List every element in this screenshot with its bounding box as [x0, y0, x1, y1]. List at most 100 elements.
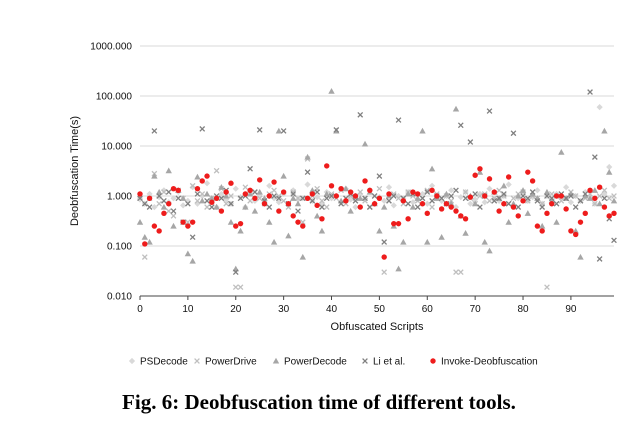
point-invoke-deobfuscation	[146, 195, 153, 201]
point-invoke-deobfuscation	[357, 204, 363, 210]
series-invoke-deobfuscation	[137, 163, 617, 260]
point-li-et-al	[141, 200, 148, 207]
point-powerdecode	[596, 200, 603, 207]
point-invoke-deobfuscation	[247, 187, 253, 194]
point-li-et-al	[548, 195, 555, 202]
point-li-et-al	[395, 117, 402, 123]
point-invoke-deobfuscation	[400, 198, 407, 204]
point-li-et-al	[419, 195, 426, 202]
point-powerdecode	[270, 238, 278, 245]
point-li-et-al	[328, 193, 335, 199]
point-powerdrive	[141, 254, 148, 260]
point-psdecode	[314, 194, 321, 201]
point-invoke-deobfuscation	[510, 204, 517, 210]
point-invoke-deobfuscation	[477, 166, 483, 172]
point-powerdecode	[414, 195, 421, 201]
legend-item-powerdecode: PowerDecode	[272, 357, 347, 368]
point-powerdecode	[529, 190, 536, 197]
point-invoke-deobfuscation	[204, 173, 210, 179]
point-invoke-deobfuscation	[544, 210, 550, 217]
point-powerdrive	[204, 204, 210, 210]
y-tick-label: 10.000	[101, 142, 132, 153]
point-powerdecode	[256, 188, 263, 195]
point-powerdecode	[481, 238, 488, 245]
point-invoke-deobfuscation	[443, 201, 450, 207]
point-invoke-deobfuscation	[606, 213, 612, 219]
point-li-et-al	[146, 204, 153, 210]
point-powerdecode	[428, 165, 436, 172]
point-psdecode	[476, 190, 484, 198]
point-powerdecode	[376, 227, 383, 234]
point-li-et-al	[275, 195, 282, 202]
point-li-et-al	[544, 193, 550, 199]
y-tick-labels: 0.010 0.100 1.000 10.000 100.000 1000.000	[90, 42, 132, 303]
point-powerdrive	[165, 208, 172, 214]
y-tick-label: 100.000	[96, 92, 133, 103]
point-li-et-al	[577, 197, 584, 204]
point-invoke-deobfuscation	[228, 180, 234, 186]
point-li-et-al	[271, 193, 277, 199]
point-powerdecode	[294, 200, 302, 207]
point-powerdrive	[496, 187, 502, 194]
point-invoke-deobfuscation	[233, 223, 239, 229]
point-powerdrive	[232, 284, 239, 291]
point-psdecode	[170, 195, 177, 202]
point-invoke-deobfuscation	[199, 178, 205, 184]
point-psdecode	[428, 182, 436, 189]
point-invoke-deobfuscation	[462, 216, 469, 222]
point-li-et-al	[414, 204, 421, 210]
point-powerdecode	[606, 168, 613, 175]
point-powerdrive	[323, 204, 330, 210]
point-powerdrive	[462, 189, 469, 195]
x-axis-title: Obfuscated Scripts	[331, 321, 424, 333]
point-psdecode	[199, 192, 206, 200]
point-li-et-al	[156, 193, 163, 199]
point-powerdrive	[381, 269, 388, 276]
point-powerdrive	[271, 187, 277, 194]
point-psdecode	[481, 199, 488, 206]
point-li-et-al	[280, 128, 287, 134]
point-powerdrive	[501, 193, 507, 199]
point-powerdecode	[285, 232, 292, 239]
point-powerdecode	[222, 192, 230, 199]
point-powerdrive	[328, 191, 335, 197]
legend-marker	[430, 358, 436, 364]
point-powerdecode	[179, 195, 187, 201]
point-li-et-al	[472, 191, 479, 197]
point-powerdecode	[189, 257, 196, 264]
point-invoke-deobfuscation	[285, 201, 292, 207]
y-tick-label: 1000.000	[90, 42, 132, 53]
point-invoke-deobfuscation	[180, 219, 186, 225]
point-psdecode	[232, 185, 239, 192]
point-powerdecode	[313, 212, 321, 219]
point-powerdecode	[299, 253, 306, 260]
point-psdecode	[352, 203, 359, 211]
point-invoke-deobfuscation	[175, 187, 182, 194]
point-li-et-al	[424, 189, 431, 195]
point-invoke-deobfuscation	[376, 195, 383, 201]
point-psdecode	[275, 199, 282, 206]
legend: PSDecode PowerDrive PowerDecode Li et al. In…	[128, 357, 538, 368]
point-invoke-deobfuscation	[252, 195, 258, 201]
point-li-et-al	[486, 108, 493, 114]
point-powerdecode	[582, 192, 589, 199]
point-invoke-deobfuscation	[611, 210, 617, 217]
point-powerdecode	[361, 140, 369, 147]
point-psdecode	[189, 184, 196, 191]
point-li-et-al	[405, 200, 411, 207]
point-invoke-deobfuscation	[577, 219, 584, 225]
point-invoke-deobfuscation	[529, 178, 536, 184]
point-powerdecode	[577, 253, 584, 260]
point-powerdecode	[328, 87, 335, 94]
point-powerdecode	[146, 238, 153, 245]
point-powerdecode	[290, 195, 297, 201]
point-invoke-deobfuscation	[568, 228, 574, 234]
data-points	[136, 87, 618, 291]
x-tick-label: 90	[565, 304, 577, 315]
x-tick-label: 60	[422, 304, 434, 315]
point-powerdecode	[380, 203, 388, 210]
point-powerdecode	[194, 173, 201, 180]
point-powerdecode	[519, 187, 527, 193]
point-invoke-deobfuscation	[362, 178, 368, 184]
point-psdecode	[567, 199, 575, 206]
